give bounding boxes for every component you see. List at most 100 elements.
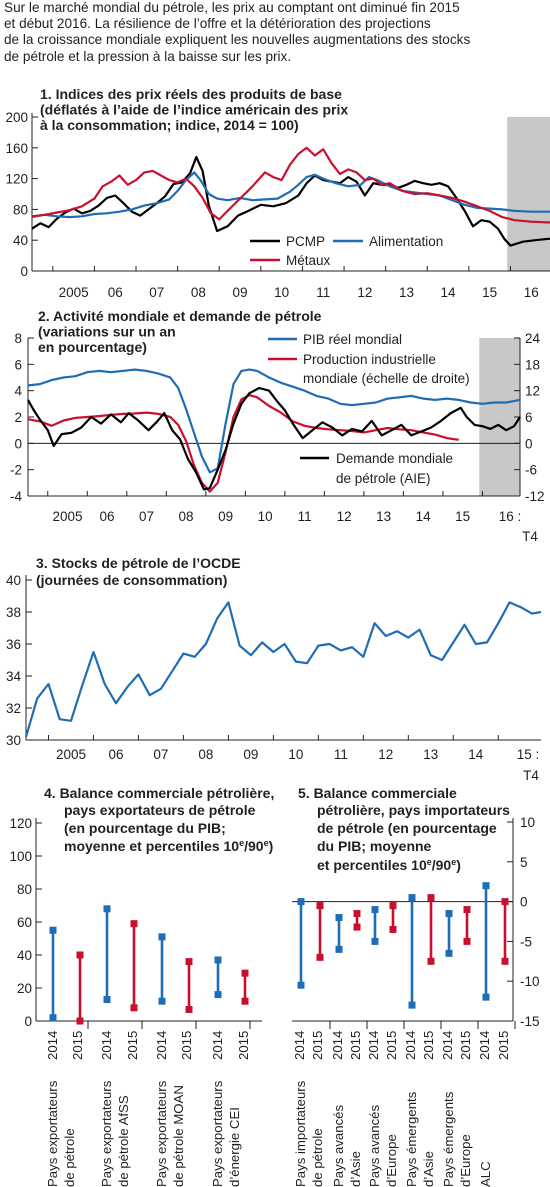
- p10-marker-2015: [185, 1005, 193, 1013]
- group-label: de pétrole AfSS: [116, 1095, 131, 1187]
- y-tick-label-right: -5: [520, 934, 532, 949]
- legend-label: de pétrole (AIE): [336, 471, 431, 486]
- p90-marker-2014: [214, 956, 222, 964]
- y-tick-label-right: -15: [520, 1014, 540, 1029]
- p90-marker-2014: [103, 905, 111, 913]
- p10-marker-2014: [49, 1014, 57, 1022]
- legend-label: Demande mondiale: [336, 451, 453, 466]
- x-tick-label: 08: [198, 747, 213, 762]
- legend-label: Alimentation: [369, 234, 443, 249]
- title-span: e: [427, 857, 432, 867]
- y-tick-label: 4: [14, 384, 22, 399]
- year-label: 2014: [330, 1031, 345, 1060]
- series-line-alimentation: [31, 171, 550, 219]
- p90-marker-2015: [463, 906, 471, 914]
- year-label: 2014: [45, 1031, 60, 1060]
- x-tick-label: 13: [423, 747, 438, 762]
- x-tick-label: 2005: [52, 509, 82, 524]
- year-label: 2015: [236, 1031, 251, 1060]
- y-tick-label: 0: [14, 436, 22, 451]
- panel-title: pétrolière, pays importateurs: [317, 802, 510, 818]
- x-tick-label: 15 :: [517, 747, 540, 762]
- x-tick-sub-label: T4: [523, 768, 539, 783]
- x-tick-label: 13: [399, 285, 414, 300]
- x-tick-label: 10: [258, 509, 273, 524]
- year-label: 2014: [292, 1031, 307, 1060]
- year-label: 2015: [70, 1031, 85, 1060]
- group-label: Pays exportateurs: [210, 1080, 225, 1187]
- year-label: 2015: [348, 1031, 363, 1060]
- x-tick-label: 07: [153, 747, 168, 762]
- p90-marker-2015: [185, 958, 193, 966]
- title-span: /90: [244, 838, 264, 854]
- y-tick-label: 40: [6, 573, 21, 588]
- intro-line: Sur le marché mondial du pétrole, les pr…: [4, 0, 460, 15]
- y-tick-label: 20: [17, 981, 32, 996]
- p90-marker-2014: [408, 894, 416, 902]
- y-tick-label: 40: [17, 948, 32, 963]
- year-label: 2014: [477, 1031, 492, 1060]
- x-tick-label: 14: [416, 509, 432, 524]
- projection-shading: [479, 338, 520, 496]
- legend-label: PIB réel mondial: [303, 332, 402, 347]
- title-span: e: [451, 857, 456, 867]
- series-line-production: [27, 394, 459, 493]
- y-tick-label-right: 12: [525, 384, 540, 399]
- group-label: ALC: [478, 1161, 493, 1187]
- y-tick-label: 36: [6, 637, 21, 652]
- y-tick-label-right: 0: [525, 436, 533, 451]
- year-label: 2015: [179, 1031, 194, 1060]
- x-tick-label: 08: [191, 285, 206, 300]
- x-tick-label: 08: [179, 509, 194, 524]
- title-span: /90: [432, 857, 452, 873]
- x-tick-label: 11: [316, 285, 330, 300]
- p90-marker-2015: [353, 910, 361, 918]
- x-tick-label: 2005: [56, 747, 86, 762]
- panel-title: (journées de consommation): [36, 572, 227, 588]
- panel-title: (en pourcentage du PIB;: [64, 820, 226, 836]
- p90-marker-2015: [501, 898, 509, 906]
- year-label: 2015: [125, 1031, 140, 1060]
- y-tick-label: 80: [13, 202, 28, 217]
- x-tick-label: 09: [243, 747, 258, 762]
- x-tick-label: 12: [378, 747, 393, 762]
- y-tick-label: 0: [20, 264, 28, 279]
- legend-label: PCMP: [286, 234, 325, 249]
- year-label: 2014: [440, 1031, 455, 1060]
- y-tick-label: 32: [6, 701, 21, 716]
- year-label: 2015: [458, 1031, 473, 1060]
- p10-marker-2015: [353, 923, 361, 931]
- y-tick-label-right: -6: [525, 463, 537, 478]
- title-span: e: [239, 838, 244, 848]
- group-label: Pays avancés: [367, 1104, 382, 1187]
- series-line-pcmp: [31, 155, 550, 247]
- y-tick-label-right: 5: [520, 855, 528, 870]
- y-tick-label: 200: [5, 110, 28, 125]
- p10-marker-2014: [103, 996, 111, 1004]
- panel-title: moyenne et percentiles 10e/90e): [64, 838, 273, 854]
- y-tick-label-right: 24: [525, 331, 541, 346]
- panel-title: du PIB; moyenne: [317, 838, 432, 854]
- y-tick-label: 100: [9, 849, 32, 864]
- y-tick-label: 120: [5, 172, 28, 187]
- year-label: 2015: [310, 1031, 325, 1060]
- title-span: moyenne et percentiles 10: [64, 838, 239, 854]
- p10-marker-2014: [371, 937, 379, 945]
- p90-marker-2014: [158, 933, 166, 941]
- p90-marker-2014: [297, 898, 305, 906]
- title-span: ): [456, 857, 461, 873]
- p90-marker-2015: [389, 902, 397, 910]
- y-tick-label-right: 18: [525, 357, 540, 372]
- x-tick-label: 2005: [59, 285, 89, 300]
- legend-label: mondiale (échelle de droite): [303, 371, 470, 386]
- projection-shading: [507, 117, 550, 271]
- panel-title: 1. Indices des prix réels des produits d…: [40, 86, 342, 102]
- group-label: de pétrole MOAN: [171, 1085, 186, 1187]
- panel-title: et percentiles 10e/90e): [317, 857, 461, 873]
- group-label: Pays exportateurs: [99, 1080, 114, 1187]
- panel-title: pays exportateurs de pétrole: [64, 802, 256, 818]
- year-label: 2015: [421, 1031, 436, 1060]
- y-tick-label: 0: [24, 1014, 32, 1029]
- intro-line: et début 2016. La résilience de l’offre …: [4, 16, 431, 32]
- x-tick-label: 16 :: [499, 509, 522, 524]
